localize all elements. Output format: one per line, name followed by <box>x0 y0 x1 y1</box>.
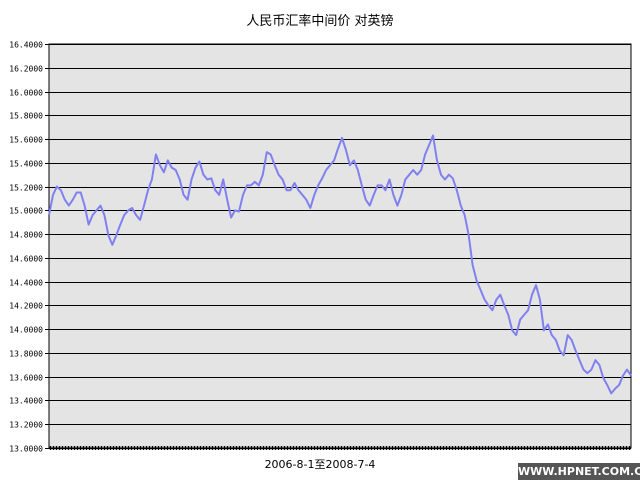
watermark-logo: WWW.HPNET.COM.CN <box>518 463 640 480</box>
y-tick-label: 15.8000 <box>9 112 43 121</box>
y-tick-label: 13.4000 <box>9 397 43 406</box>
y-tick-label: 14.8000 <box>9 231 43 240</box>
y-tick-label: 14.6000 <box>9 255 43 264</box>
y-tick-label: 15.0000 <box>9 207 43 216</box>
y-tick-label: 14.0000 <box>9 326 43 335</box>
chart-title: 人民币汇率中间价 对英镑 <box>246 14 394 29</box>
y-tick-label: 15.2000 <box>9 184 43 193</box>
y-tick-label: 13.2000 <box>9 421 43 430</box>
y-tick-label: 16.0000 <box>9 89 43 98</box>
plot-area <box>48 43 632 449</box>
y-tick-label: 16.4000 <box>9 41 43 50</box>
y-tick-label: 14.2000 <box>9 302 43 311</box>
y-tick-label: 13.8000 <box>9 350 43 359</box>
x-axis-label: 2006-8-1至2008-7-4 <box>264 458 376 471</box>
y-tick-label: 13.0000 <box>9 445 43 454</box>
y-tick-label: 15.4000 <box>9 160 43 169</box>
y-tick-label: 13.6000 <box>9 374 43 383</box>
y-tick-label: 15.6000 <box>9 136 43 145</box>
y-tick-label: 14.4000 <box>9 279 43 288</box>
series-line <box>48 134 632 395</box>
y-tick-label: 16.2000 <box>9 65 43 74</box>
